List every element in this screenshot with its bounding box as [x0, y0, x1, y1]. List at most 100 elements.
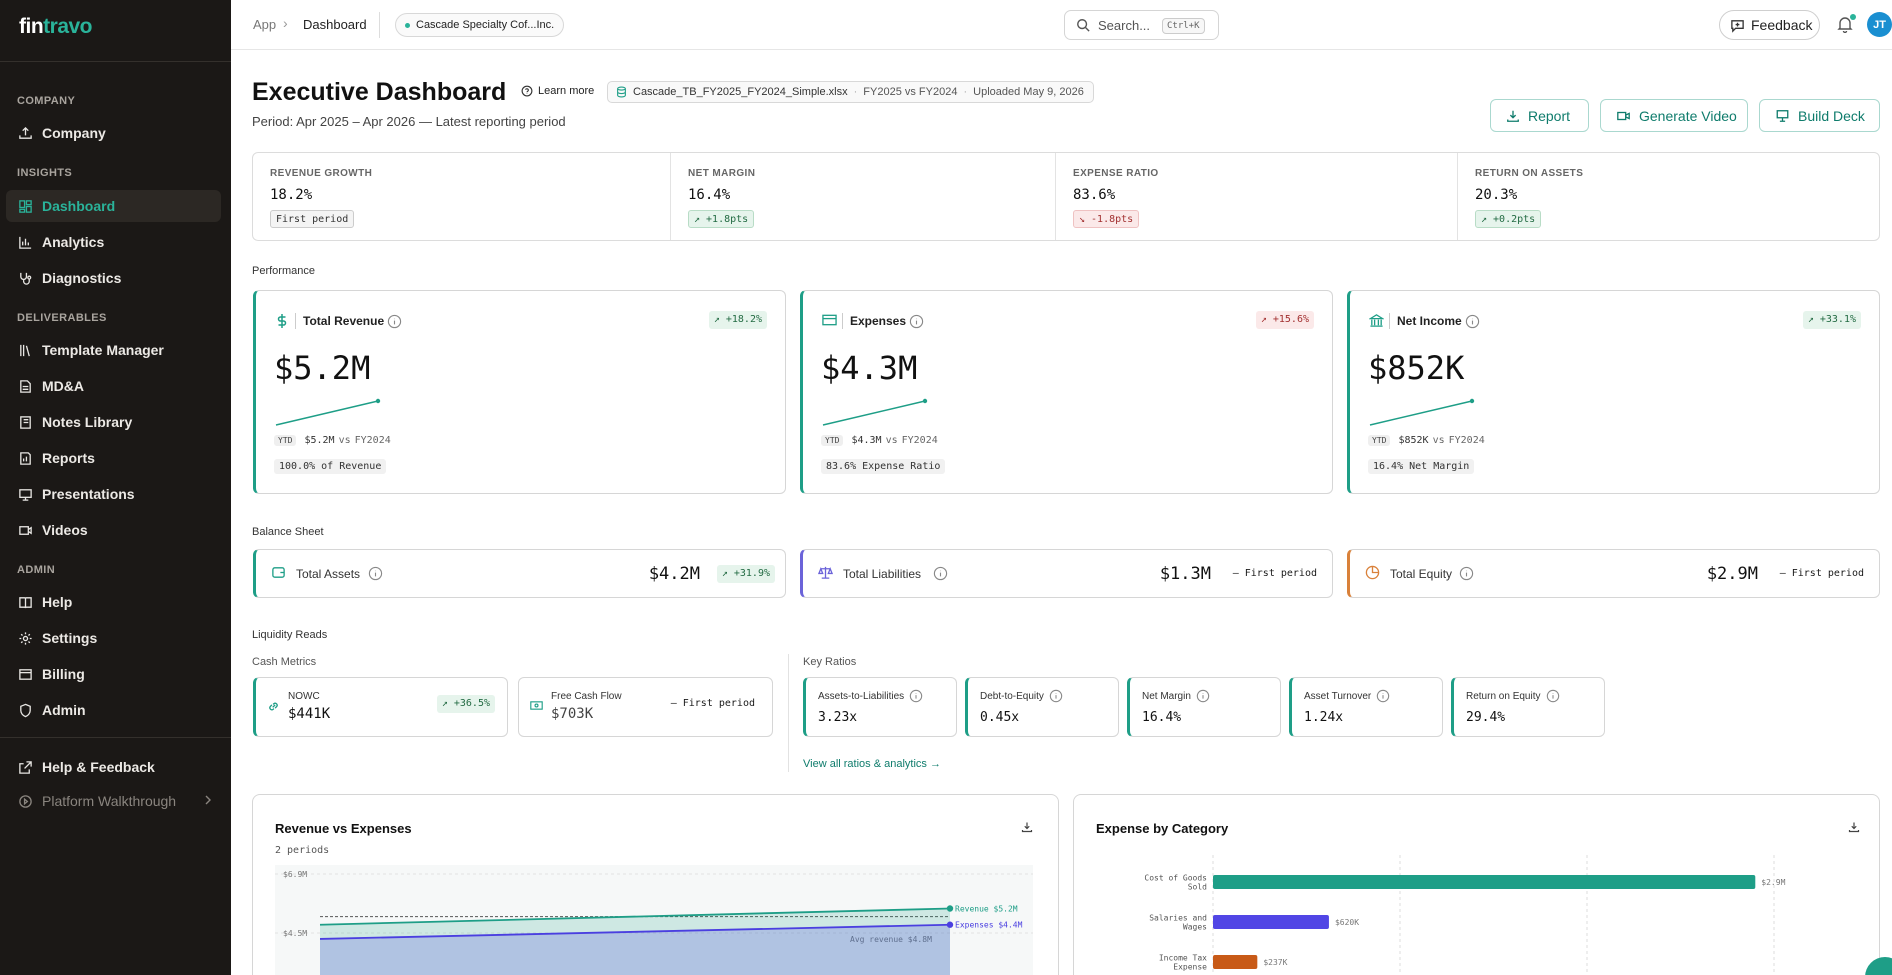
feedback-button[interactable]: Feedback — [1719, 10, 1820, 40]
ratio-label-text: Return on Equity — [1466, 690, 1541, 702]
sidebar-item-platform-walkthrough[interactable]: Platform Walkthrough — [6, 785, 221, 817]
source-file-pill[interactable]: Cascade_TB_FY2025_FY2024_Simple.xlsx · F… — [607, 81, 1094, 103]
download-icon[interactable] — [1848, 821, 1860, 833]
info-icon[interactable] — [909, 689, 923, 703]
metric-label: NOWC — [288, 691, 320, 702]
sidebar-item-label: Reports — [42, 450, 95, 466]
divider — [1457, 153, 1458, 240]
bell-icon[interactable] — [1837, 15, 1853, 33]
performance-card-revenue[interactable]: Total Revenue ↗ +18.2% $5.2M YTD $5.2M vs F… — [253, 290, 786, 494]
cash-card-free-cash-flow[interactable]: Free Cash Flow $703K — First period — [518, 677, 773, 737]
sidebar-item-analytics[interactable]: Analytics — [6, 226, 221, 258]
info-icon[interactable] — [1376, 689, 1390, 703]
divider — [1055, 153, 1056, 240]
expenses-data-point[interactable] — [946, 921, 954, 928]
ratio-label: Net Margin — [1142, 689, 1210, 703]
ratio-card-assets-to-liabilities[interactable]: Assets-to-Liabilities 3.23x — [803, 677, 957, 737]
performance-card-expenses[interactable]: Expenses ↗ +15.6% $4.3M YTD $4.3M vs FY2024… — [800, 290, 1333, 494]
info-icon[interactable] — [909, 314, 924, 329]
sidebar-item-notes-library[interactable]: Notes Library — [6, 406, 221, 438]
video-icon — [17, 522, 33, 538]
card-value: $4.2M — [648, 564, 700, 584]
sidebar-item-help-feedback[interactable]: Help & Feedback — [6, 751, 221, 783]
sidebar-item-videos[interactable]: Videos — [6, 514, 221, 546]
ratio-card-asset-turnover[interactable]: Asset Turnover 1.24x — [1289, 677, 1443, 737]
avatar[interactable]: JT — [1867, 12, 1892, 37]
info-icon[interactable] — [368, 566, 383, 581]
sidebar-item-help[interactable]: Help — [6, 586, 221, 618]
expenses-area — [320, 924, 950, 975]
bar[interactable] — [1213, 955, 1258, 969]
ratio-value: 16.4% — [1142, 710, 1182, 725]
bar[interactable] — [1213, 915, 1329, 929]
balance-card-total-equity[interactable]: Total Equity $2.9M — First period — [1347, 549, 1880, 598]
sidebar-item-mda[interactable]: MD&A — [6, 370, 221, 402]
info-icon[interactable] — [1196, 689, 1210, 703]
cash-card-nowc[interactable]: NOWC $441K ↗ +36.5% — [253, 677, 508, 737]
document-icon — [17, 378, 33, 394]
report-button[interactable]: Report — [1490, 99, 1589, 132]
category-label: Cost of Goods — [1144, 874, 1207, 883]
sidebar-item-company[interactable]: Company — [6, 117, 221, 149]
sidebar-item-billing[interactable]: Billing — [6, 658, 221, 690]
info-icon[interactable] — [1546, 689, 1560, 703]
dollar-icon — [275, 313, 289, 329]
vs-label: vs — [338, 435, 351, 446]
kpi-change-badge: ↗ +1.8pts — [688, 210, 755, 228]
ytd-value: $852K — [1398, 435, 1429, 446]
sidebar-item-template-manager[interactable]: Template Manager — [6, 334, 221, 366]
sidebar-item-admin[interactable]: Admin — [6, 694, 221, 726]
balance-card-total-assets[interactable]: Total Assets $4.2M ↗ +31.9% — [253, 549, 786, 598]
performance-card-net-income[interactable]: Net Income ↗ +33.1% $852K YTD $852K vs FY20… — [1347, 290, 1880, 494]
balance-card-total-liabilities[interactable]: Total Liabilities $1.3M — First period — [800, 549, 1333, 598]
download-icon[interactable] — [1021, 821, 1033, 833]
card-value: $1.3M — [1159, 564, 1211, 584]
link-icon — [267, 700, 280, 713]
sidebar-item-diagnostics[interactable]: Diagnostics — [6, 262, 221, 294]
info-icon[interactable] — [387, 314, 402, 329]
kpi-label: REVENUE GROWTH — [270, 168, 373, 179]
help-chat-button[interactable] — [1865, 957, 1892, 975]
learn-more-link[interactable]: Learn more — [521, 85, 594, 97]
ratio-card-return-on-equity[interactable]: Return on Equity 29.4% — [1451, 677, 1605, 737]
expenses-data-label: Expenses $4.4M — [955, 921, 1023, 930]
generate-video-button[interactable]: Generate Video — [1600, 99, 1748, 132]
kpi-change-badge: ↗ +0.2pts — [1475, 210, 1542, 228]
kpi-revenue-growth: REVENUE GROWTH 18.2% First period — [253, 153, 670, 240]
info-icon[interactable] — [1465, 314, 1480, 329]
bar[interactable] — [1213, 875, 1756, 889]
info-icon[interactable] — [1459, 566, 1474, 581]
sidebar-item-label: Notes Library — [42, 414, 133, 430]
kpi-change-badge: ↘ -1.8pts — [1073, 210, 1140, 228]
change-badge: ↗ +33.1% — [1802, 311, 1861, 329]
search-shortcut: Ctrl+K — [1162, 18, 1205, 34]
sidebar-item-presentations[interactable]: Presentations — [6, 478, 221, 510]
ratio-card-net-margin[interactable]: Net Margin 16.4% — [1127, 677, 1281, 737]
change-badge: ↗ +31.9% — [716, 565, 775, 583]
sidebar-item-settings[interactable]: Settings — [6, 622, 221, 654]
build-deck-button[interactable]: Build Deck — [1759, 99, 1880, 132]
chart-title: Expense by Category — [1096, 821, 1229, 836]
vs-label: vs — [1432, 435, 1445, 446]
sidebar-item-label: Videos — [42, 522, 88, 538]
view-all-ratios-link[interactable]: View all ratios & analytics → — [803, 758, 941, 770]
search-input[interactable]: Search... Ctrl+K — [1064, 10, 1219, 40]
info-icon[interactable] — [933, 566, 948, 581]
book-icon — [17, 594, 33, 610]
info-icon[interactable] — [1049, 689, 1063, 703]
revenue-data-point[interactable] — [946, 905, 954, 912]
database-icon — [616, 86, 627, 98]
top-bar: App › Dashboard Cascade Specialty Cof...… — [231, 0, 1892, 50]
sidebar-item-dashboard[interactable]: Dashboard — [6, 190, 221, 222]
chart-title: Revenue vs Expenses — [275, 821, 412, 836]
company-selector[interactable]: Cascade Specialty Cof...Inc. — [395, 13, 565, 37]
category-label: Salaries and — [1149, 914, 1207, 923]
average-reference-label: Avg revenue $4.8M — [850, 935, 932, 944]
kpi-value: 16.4% — [688, 187, 731, 203]
app-logo[interactable]: fintravo — [19, 15, 93, 38]
ratio-card-debt-to-equity[interactable]: Debt-to-Equity 0.45x — [965, 677, 1119, 737]
breadcrumb-app[interactable]: App — [253, 17, 277, 32]
sidebar-item-reports[interactable]: Reports — [6, 442, 221, 474]
category-label: Income Tax — [1159, 954, 1207, 963]
